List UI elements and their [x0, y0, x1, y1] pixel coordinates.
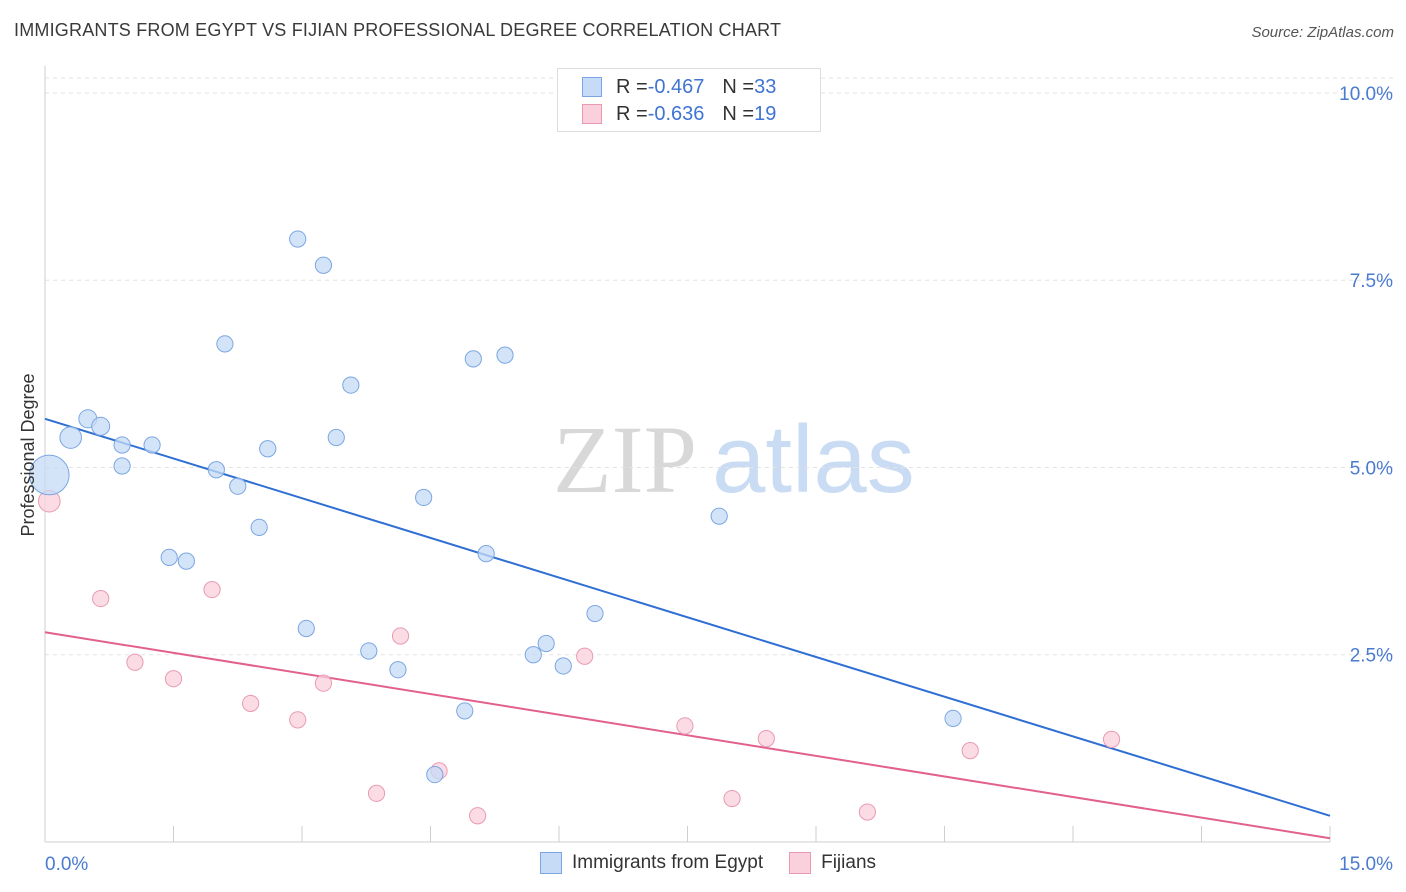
point-fijians: [164, 670, 183, 688]
point-egypt: [160, 548, 178, 566]
point-fijians: [203, 580, 221, 599]
point-egypt: [360, 642, 378, 660]
point-egypt: [524, 646, 542, 664]
point-egypt: [537, 634, 555, 653]
point-fijians: [469, 807, 487, 825]
bottom-legend-swatch-fijians: [789, 852, 812, 874]
point-egypt: [342, 376, 360, 394]
trend-line-egypt: [44, 417, 1331, 817]
legend-row-egypt: R = -0.467 N = 33: [582, 74, 776, 100]
point-fijians: [289, 711, 307, 729]
x-tick-label: 0.0%: [45, 854, 88, 875]
point-egypt: [207, 461, 225, 479]
point-egypt: [289, 230, 307, 248]
point-egypt: [586, 604, 604, 623]
point-egypt: [143, 436, 161, 454]
point-egypt: [28, 454, 70, 496]
bottom-legend-item-egypt: Immigrants from Egypt: [540, 852, 763, 874]
y-axis-label: Professional Degree: [18, 373, 38, 536]
point-egypt: [456, 702, 474, 720]
point-egypt: [297, 619, 315, 638]
point-egypt: [177, 552, 195, 570]
point-egypt: [496, 346, 514, 364]
point-egypt: [314, 256, 333, 274]
y-tick-label: 7.5%: [1350, 271, 1393, 292]
trend-lines: [44, 417, 1331, 840]
point-fijians: [242, 694, 260, 713]
source-label: Source: ZipAtlas.com: [1251, 24, 1394, 41]
legend-n-label: N =: [722, 102, 755, 125]
axes: [44, 66, 1331, 843]
bottom-legend-swatch-egypt: [540, 852, 562, 874]
point-egypt: [710, 507, 728, 525]
point-egypt: [229, 477, 247, 495]
point-egypt: [259, 440, 277, 458]
point-fijians: [576, 647, 594, 665]
x-tick-label: 15.0%: [1339, 854, 1393, 875]
point-egypt: [415, 488, 433, 507]
point-egypt: [59, 426, 82, 449]
trend-line-fijians: [44, 631, 1331, 840]
legend-r-value: -0.467: [647, 75, 705, 98]
point-fijians: [757, 730, 775, 748]
bottom-legend: Immigrants from Egypt Fijians: [540, 852, 902, 874]
point-egypt: [113, 436, 131, 454]
point-egypt: [91, 416, 111, 436]
point-fijians: [676, 717, 694, 735]
point-egypt: [327, 428, 345, 447]
point-fijians: [961, 742, 979, 760]
bottom-legend-item-fijians: Fijians: [789, 852, 876, 874]
legend-n-value: 33: [754, 75, 777, 98]
point-egypt: [554, 657, 572, 675]
point-egypt: [216, 335, 234, 353]
tick-labels: 2.5% 5.0% 7.5% 10.0% 0.0% 15.0%: [45, 84, 1393, 875]
point-egypt: [250, 518, 268, 537]
legend-r-label: R =: [616, 102, 648, 125]
y-tick-label: 10.0%: [1339, 84, 1393, 105]
legend-r-label: R =: [616, 75, 648, 98]
point-fijians: [1102, 730, 1121, 748]
legend-row-fijians: R = -0.636 N = 19: [582, 101, 776, 127]
point-fijians: [314, 674, 333, 692]
bottom-legend-label-fijians: Fijians: [821, 852, 877, 873]
gridlines: [45, 77, 1393, 656]
legend-swatch-egypt: [582, 77, 602, 97]
watermark-atlas: atlas: [712, 406, 915, 513]
data-points: [28, 230, 1121, 825]
point-fijians: [367, 784, 386, 802]
legend-n-value: 19: [754, 102, 777, 125]
y-tick-label: 2.5%: [1350, 646, 1393, 667]
point-fijians: [391, 627, 410, 645]
point-egypt: [477, 545, 495, 563]
y-tick-label: 5.0%: [1350, 458, 1393, 479]
point-egypt: [944, 709, 962, 728]
point-egypt: [389, 661, 407, 679]
watermark-zip: ZIP: [553, 406, 697, 513]
legend-r-value: -0.636: [647, 102, 705, 125]
point-egypt: [113, 457, 131, 475]
watermark: ZIP atlas: [553, 406, 915, 513]
legend-swatch-fijians: [582, 104, 602, 124]
legend: R = -0.467 N = 33 R = -0.636 N = 19: [557, 68, 821, 132]
point-fijians: [92, 589, 110, 608]
point-fijians: [126, 653, 144, 671]
point-egypt: [426, 765, 444, 784]
point-egypt: [464, 350, 482, 368]
legend-n-label: N =: [722, 75, 755, 98]
point-fijians: [723, 789, 741, 808]
point-fijians: [858, 803, 877, 821]
bottom-legend-label-egypt: Immigrants from Egypt: [572, 852, 764, 873]
chart-title: IMMIGRANTS FROM EGYPT VS FIJIAN PROFESSI…: [14, 20, 782, 40]
